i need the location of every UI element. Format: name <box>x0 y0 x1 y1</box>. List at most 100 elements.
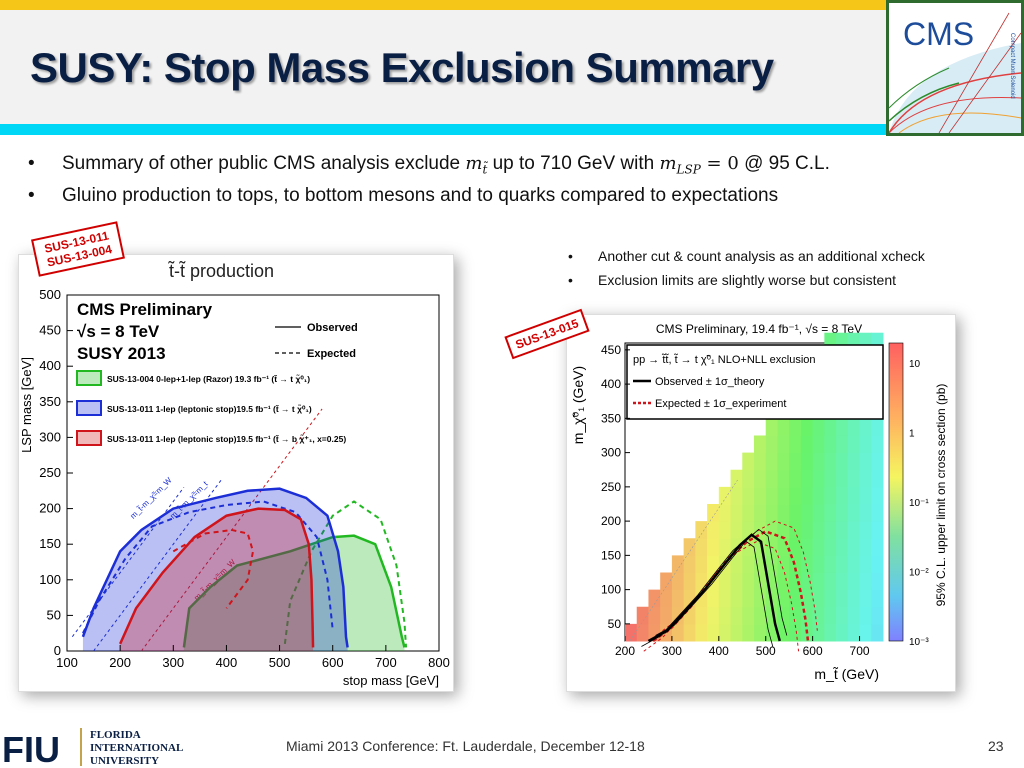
heatmap-cell <box>718 503 732 522</box>
legend-expected-label: Expected <box>307 348 356 360</box>
heatmap-cell <box>777 521 790 539</box>
heatmap-cell <box>871 538 884 556</box>
heatmap-cell <box>859 469 872 488</box>
y-tick-label: 250 <box>39 465 61 480</box>
heatmap-cell <box>777 435 790 454</box>
heatmap-cell <box>871 589 884 608</box>
heatmap-cell <box>871 623 884 642</box>
cms-logo: CMS Compact Muon Solenoid <box>886 0 1024 136</box>
heatmap-cell <box>671 572 685 591</box>
heatmap-cell <box>824 452 837 471</box>
series-0-expected-line <box>283 500 408 648</box>
y-tick-label: 50 <box>608 617 622 631</box>
x-tick-label: 400 <box>216 655 238 670</box>
heatmap-cell <box>730 555 743 573</box>
heatmap-cell <box>789 503 802 522</box>
color-scale-bar <box>888 342 904 642</box>
math-eq: = 0 <box>700 153 739 174</box>
heatmap-cell <box>871 435 884 454</box>
heatmap-cell <box>707 521 720 539</box>
slide-title: SUSY: Stop Mass Exclusion Summary <box>30 44 774 91</box>
math-sub-stop: t̃ <box>482 162 488 177</box>
heatmap-cell <box>800 538 814 556</box>
fiu-line-3: UNIVERSITY <box>90 755 159 767</box>
heatmap-cell <box>859 452 872 471</box>
heatmap-cell <box>695 538 708 556</box>
x-tick-label: 600 <box>322 655 344 670</box>
heatmap-cell <box>789 452 802 471</box>
x-tick-label: 200 <box>109 655 131 670</box>
footer-text: Miami 2013 Conference: Ft. Lauderdale, D… <box>286 738 645 754</box>
right-chart-panel: CMS Preliminary, 19.4 fb⁻¹, √s = 8 TeV pp… <box>566 314 956 692</box>
page-number: 23 <box>988 738 1004 754</box>
heatmap-cell <box>847 589 861 608</box>
legend-series-0-swatch <box>76 370 102 386</box>
heatmap-cell <box>707 555 720 573</box>
heatmap-cell <box>777 538 790 556</box>
heatmap-cell <box>859 589 872 608</box>
heatmap-cell <box>871 469 884 488</box>
heatmap-cell <box>836 623 849 642</box>
series-0-area <box>183 535 405 651</box>
chart-right-zlabel: 95% C.L. upper limit on cross section (p… <box>934 384 948 607</box>
heatmap-cell <box>871 555 884 573</box>
heatmap-cell <box>754 623 767 642</box>
heatmap-cell <box>847 555 861 573</box>
heatmap-cell <box>859 418 872 436</box>
heatmap-cell <box>742 452 755 471</box>
heatmap-cell <box>683 538 696 556</box>
z-tick-label: 10⁻¹ <box>909 498 929 509</box>
heatmap-cell <box>730 572 743 591</box>
x-tick-label: 500 <box>756 644 776 658</box>
heatmap-cell <box>859 538 872 556</box>
legend-series-1-swatch <box>76 400 102 416</box>
chart-right-ylabel: m_χ̃⁰₁ (GeV) <box>570 366 586 444</box>
heatmap-cell <box>812 623 825 642</box>
stop-exclusion-summary-chart: t̃-t̃ productionm_t̃-m_χ̃=m_Wm_t̃-m_χ̃=m… <box>19 261 450 688</box>
legend-observed-label: Observed <box>307 322 358 334</box>
heatmap-cell <box>824 589 837 608</box>
heatmap-cell <box>777 486 790 505</box>
heatmap-cell <box>824 538 837 556</box>
heatmap-cell <box>800 486 814 505</box>
legend-series-2-swatch <box>76 430 102 446</box>
heatmap-cell <box>777 503 790 522</box>
heatmap-cell <box>765 418 778 436</box>
heatmap-cell <box>754 469 767 488</box>
heatmap-cell <box>836 555 849 573</box>
heatmap-cell <box>871 521 884 539</box>
heatmap-cell <box>847 452 861 471</box>
heatmap-cell <box>847 486 861 505</box>
expected-plus-line <box>662 520 818 632</box>
heatmap-cell <box>812 469 825 488</box>
heatmap-cell <box>824 486 837 505</box>
x-tick-label: 600 <box>803 644 823 658</box>
heatmap-cell <box>812 452 825 471</box>
heatmap-cell <box>707 589 720 608</box>
heatmap-cell <box>859 435 872 454</box>
heatmap-cell <box>800 435 814 454</box>
heatmap-cell <box>730 623 743 642</box>
heatmap-cell <box>789 606 802 625</box>
heatmap-cell <box>671 555 685 573</box>
kinematic-line <box>629 479 738 642</box>
heatmap-cell <box>847 469 861 488</box>
heatmap-cell <box>836 589 849 608</box>
heatmap-cell <box>847 435 861 454</box>
heatmap-cell <box>871 452 884 471</box>
heatmap-cell <box>824 623 837 642</box>
chart-left-ylabel: LSP mass [GeV] <box>19 357 34 453</box>
heatmap-cell <box>718 572 732 591</box>
heatmap-cell <box>777 555 790 573</box>
heatmap-cell <box>695 555 708 573</box>
heatmap-cell <box>812 589 825 608</box>
heatmap-cell <box>625 623 638 642</box>
y-tick-label: 350 <box>601 411 621 425</box>
z-tick-label: 10⁻² <box>909 568 929 579</box>
heatmap-cell <box>824 503 837 522</box>
chart-right-legend-1: pp → t̃t̃, t̃ → t χ̃⁰₁ NLO+NLL exclusion <box>633 353 816 366</box>
x-tick-label: 700 <box>375 655 397 670</box>
heatmap-cell <box>765 555 778 573</box>
heatmap-cell <box>789 469 802 488</box>
heatmap-cell <box>754 589 767 608</box>
